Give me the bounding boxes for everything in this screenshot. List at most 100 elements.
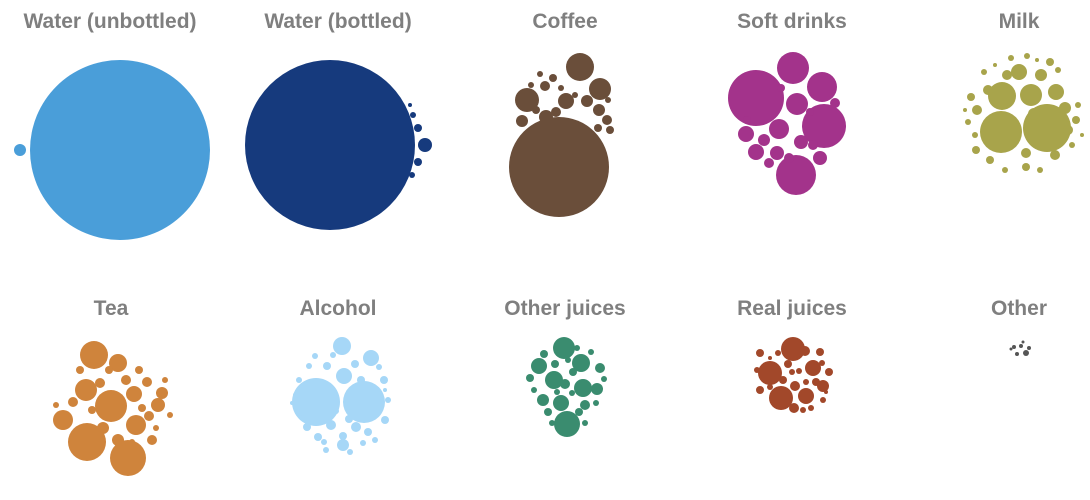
bubble-tea-10 xyxy=(151,398,165,412)
bubble-soft-drinks-5 xyxy=(807,72,837,102)
bubble-alcohol-16 xyxy=(296,377,302,383)
panel-alcohol: Alcohol xyxy=(290,297,391,455)
bubble-tea-18 xyxy=(112,434,124,446)
bubble-coffee-15 xyxy=(516,115,528,127)
bubble-other-juices-6 xyxy=(531,358,547,374)
panel-real-juices: Real juices xyxy=(737,297,847,413)
bubble-real-juices-24 xyxy=(819,360,825,366)
bubble-soft-drinks-13 xyxy=(813,151,827,165)
bubble-milk-5 xyxy=(1011,64,1027,80)
bubble-soft-drinks-2 xyxy=(802,104,846,148)
bubble-other-juices-16 xyxy=(569,368,577,376)
bubble-real-juices-21 xyxy=(820,397,826,403)
panel-title-milk: Milk xyxy=(999,10,1040,33)
bubble-coffee-3 xyxy=(589,78,611,100)
bubble-alcohol-30 xyxy=(290,401,294,405)
bubble-alcohol-28 xyxy=(360,440,366,446)
panel-other: Other xyxy=(991,297,1047,356)
bubble-other-juices-25 xyxy=(549,420,555,426)
panel-water-bottled: Water (bottled) xyxy=(245,10,432,230)
bubble-tea-22 xyxy=(135,366,143,374)
bubble-soft-drinks-19 xyxy=(806,108,814,116)
bubble-milk-32 xyxy=(993,63,997,67)
bubble-other-juices-22 xyxy=(531,387,537,393)
bubble-coffee-16 xyxy=(532,106,540,114)
bubble-alcohol-7 xyxy=(326,420,336,430)
bubble-other-juices-7 xyxy=(553,395,569,411)
bubble-other-juices-27 xyxy=(554,389,560,395)
bubble-coffee-9 xyxy=(539,110,553,124)
bubble-milk-7 xyxy=(1035,69,1047,81)
bubble-real-juices-6 xyxy=(800,346,810,356)
bubble-soft-drinks-11 xyxy=(758,134,770,146)
bubble-real-juices-15 xyxy=(779,376,787,384)
bubble-alcohol-4 xyxy=(363,350,379,366)
bubble-milk-10 xyxy=(1021,148,1031,158)
bubble-tea-19 xyxy=(95,378,105,388)
bubble-tea-12 xyxy=(97,422,109,434)
bubble-other-2 xyxy=(1019,344,1023,348)
bubble-coffee-2 xyxy=(566,53,594,81)
bubble-other-juices-11 xyxy=(595,363,605,373)
panel-milk: Milk xyxy=(963,10,1084,173)
bubble-other-juices-21 xyxy=(588,349,594,355)
bubble-coffee-1 xyxy=(509,117,609,217)
bubble-real-juices-9 xyxy=(816,348,824,356)
bubble-coffee-10 xyxy=(551,107,561,117)
panel-coffee: Coffee xyxy=(509,10,614,217)
bubble-milk-22 xyxy=(1008,55,1014,61)
bubble-milk-18 xyxy=(1072,116,1080,124)
panel-other-juices: Other juices xyxy=(504,297,626,437)
bubble-milk-19 xyxy=(1022,163,1030,171)
bubble-real-juices-5 xyxy=(798,388,814,404)
panel-title-other-juices: Other juices xyxy=(504,297,625,320)
bubble-tea-15 xyxy=(68,397,78,407)
bubble-real-juices-28 xyxy=(824,390,828,394)
bubble-soft-drinks-18 xyxy=(777,84,785,92)
bubble-real-juices-11 xyxy=(756,349,764,357)
bubble-real-juices-13 xyxy=(784,360,792,368)
bubble-soft-drinks-1 xyxy=(728,70,784,126)
bubble-milk-28 xyxy=(1037,167,1043,173)
bubble-coffee-13 xyxy=(606,126,614,134)
bubble-real-juices-27 xyxy=(768,356,772,360)
bubble-alcohol-10 xyxy=(314,433,322,441)
bubble-real-juices-1 xyxy=(781,337,805,361)
bubble-alcohol-25 xyxy=(312,353,318,359)
bubble-other-3 xyxy=(1012,345,1016,349)
bubble-group-real-juices xyxy=(754,337,833,413)
bubble-tea-4 xyxy=(80,341,108,369)
bubble-coffee-7 xyxy=(540,81,550,91)
bubble-coffee-18 xyxy=(528,82,534,88)
bubble-soft-drinks-8 xyxy=(748,144,764,160)
bubble-alcohol-15 xyxy=(380,376,388,384)
bubble-other-juices-24 xyxy=(569,390,575,396)
bubble-group-other xyxy=(1009,340,1031,356)
bubble-milk-25 xyxy=(965,119,971,125)
bubble-milk-26 xyxy=(1069,142,1075,148)
bubble-group-water-unbottled xyxy=(14,60,210,240)
bubble-other-juices-8 xyxy=(591,383,603,395)
bubble-water-bottled-6 xyxy=(409,172,415,178)
panel-title-water-bottled: Water (bottled) xyxy=(264,10,411,33)
bubble-soft-drinks-3 xyxy=(776,155,816,195)
bubble-soft-drinks-4 xyxy=(777,52,809,84)
bubble-group-tea xyxy=(53,341,173,476)
bubble-real-juices-23 xyxy=(754,367,760,373)
bubble-milk-9 xyxy=(1059,102,1071,114)
bubble-real-juices-4 xyxy=(805,360,821,376)
bubble-tea-8 xyxy=(109,354,127,372)
bubble-alcohol-17 xyxy=(297,410,303,416)
bubble-milk-8 xyxy=(1028,108,1040,120)
bubble-real-juices-26 xyxy=(800,407,806,413)
bubble-alcohol-31 xyxy=(345,415,353,423)
bubble-milk-21 xyxy=(1046,58,1054,66)
bubble-other-juices-1 xyxy=(553,337,575,359)
bubble-soft-drinks-10 xyxy=(770,146,784,160)
bubble-water-bottled-5 xyxy=(410,112,416,118)
bubble-milk-33 xyxy=(1035,58,1039,62)
bubble-tea-11 xyxy=(156,387,168,399)
bubble-tea-16 xyxy=(144,411,154,421)
bubble-coffee-12 xyxy=(602,115,612,125)
bubble-other-juices-13 xyxy=(580,400,590,410)
